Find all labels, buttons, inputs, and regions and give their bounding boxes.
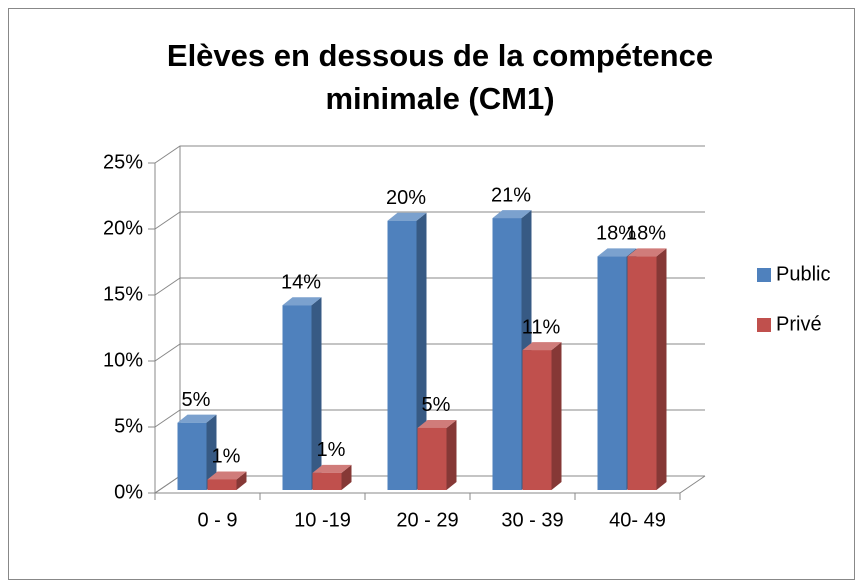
legend-label: Public — [776, 263, 830, 285]
x-tick-label: 40- 49 — [609, 509, 666, 531]
bar-side — [341, 464, 352, 490]
bar-top — [627, 248, 667, 257]
bar — [627, 256, 657, 490]
bar-top — [387, 212, 427, 221]
legend-label: Privé — [776, 313, 822, 335]
chart-title: Elèves en dessous de la compétence — [167, 38, 713, 73]
bar-side — [446, 419, 457, 490]
bar-top — [597, 248, 637, 257]
data-label: 20% — [386, 187, 426, 209]
bar-top — [522, 342, 562, 351]
bar-side — [311, 297, 322, 490]
data-label: 14% — [281, 271, 321, 293]
bar-top — [312, 464, 352, 473]
x-tick-label: 30 - 39 — [501, 509, 563, 531]
data-label: 1% — [212, 446, 241, 468]
bar-side — [656, 248, 667, 490]
data-label: 21% — [491, 184, 531, 206]
x-tick-label: 10 -19 — [294, 509, 351, 531]
bar — [282, 305, 312, 490]
bar-top — [492, 210, 532, 219]
bar — [387, 220, 417, 490]
bar-top — [417, 419, 457, 428]
x-tick-label: 20 - 29 — [396, 509, 458, 531]
data-label: 5% — [422, 394, 451, 416]
chart-title: minimale (CM1) — [325, 81, 554, 116]
bar — [522, 350, 552, 490]
y-tick-label: 5% — [114, 415, 143, 437]
bar — [312, 472, 342, 490]
x-tick-label: 0 - 9 — [197, 509, 237, 531]
bar — [597, 256, 627, 490]
legend-swatch — [757, 268, 771, 282]
y-tick-label: 0% — [114, 481, 143, 503]
data-label: 1% — [317, 439, 346, 461]
bar-top — [207, 471, 247, 480]
bar-top — [282, 297, 322, 306]
bar — [207, 479, 237, 490]
bar-side — [551, 342, 562, 490]
data-label: 11% — [522, 316, 561, 338]
y-tick-label: 20% — [103, 217, 143, 239]
data-label: 5% — [182, 389, 211, 411]
y-tick-label: 10% — [103, 349, 143, 371]
bar — [177, 422, 207, 490]
legend-swatch — [757, 318, 771, 332]
y-tick-label: 15% — [103, 283, 143, 305]
bar — [417, 427, 447, 490]
y-tick-label: 25% — [103, 151, 143, 173]
grid-line — [154, 145, 705, 164]
bar-top — [177, 414, 217, 423]
bar-side — [416, 212, 427, 490]
bar-side — [236, 471, 247, 490]
data-label: 18% — [596, 223, 636, 245]
bar — [492, 218, 522, 490]
bar-side — [206, 414, 217, 490]
data-label: 18% — [626, 223, 666, 245]
